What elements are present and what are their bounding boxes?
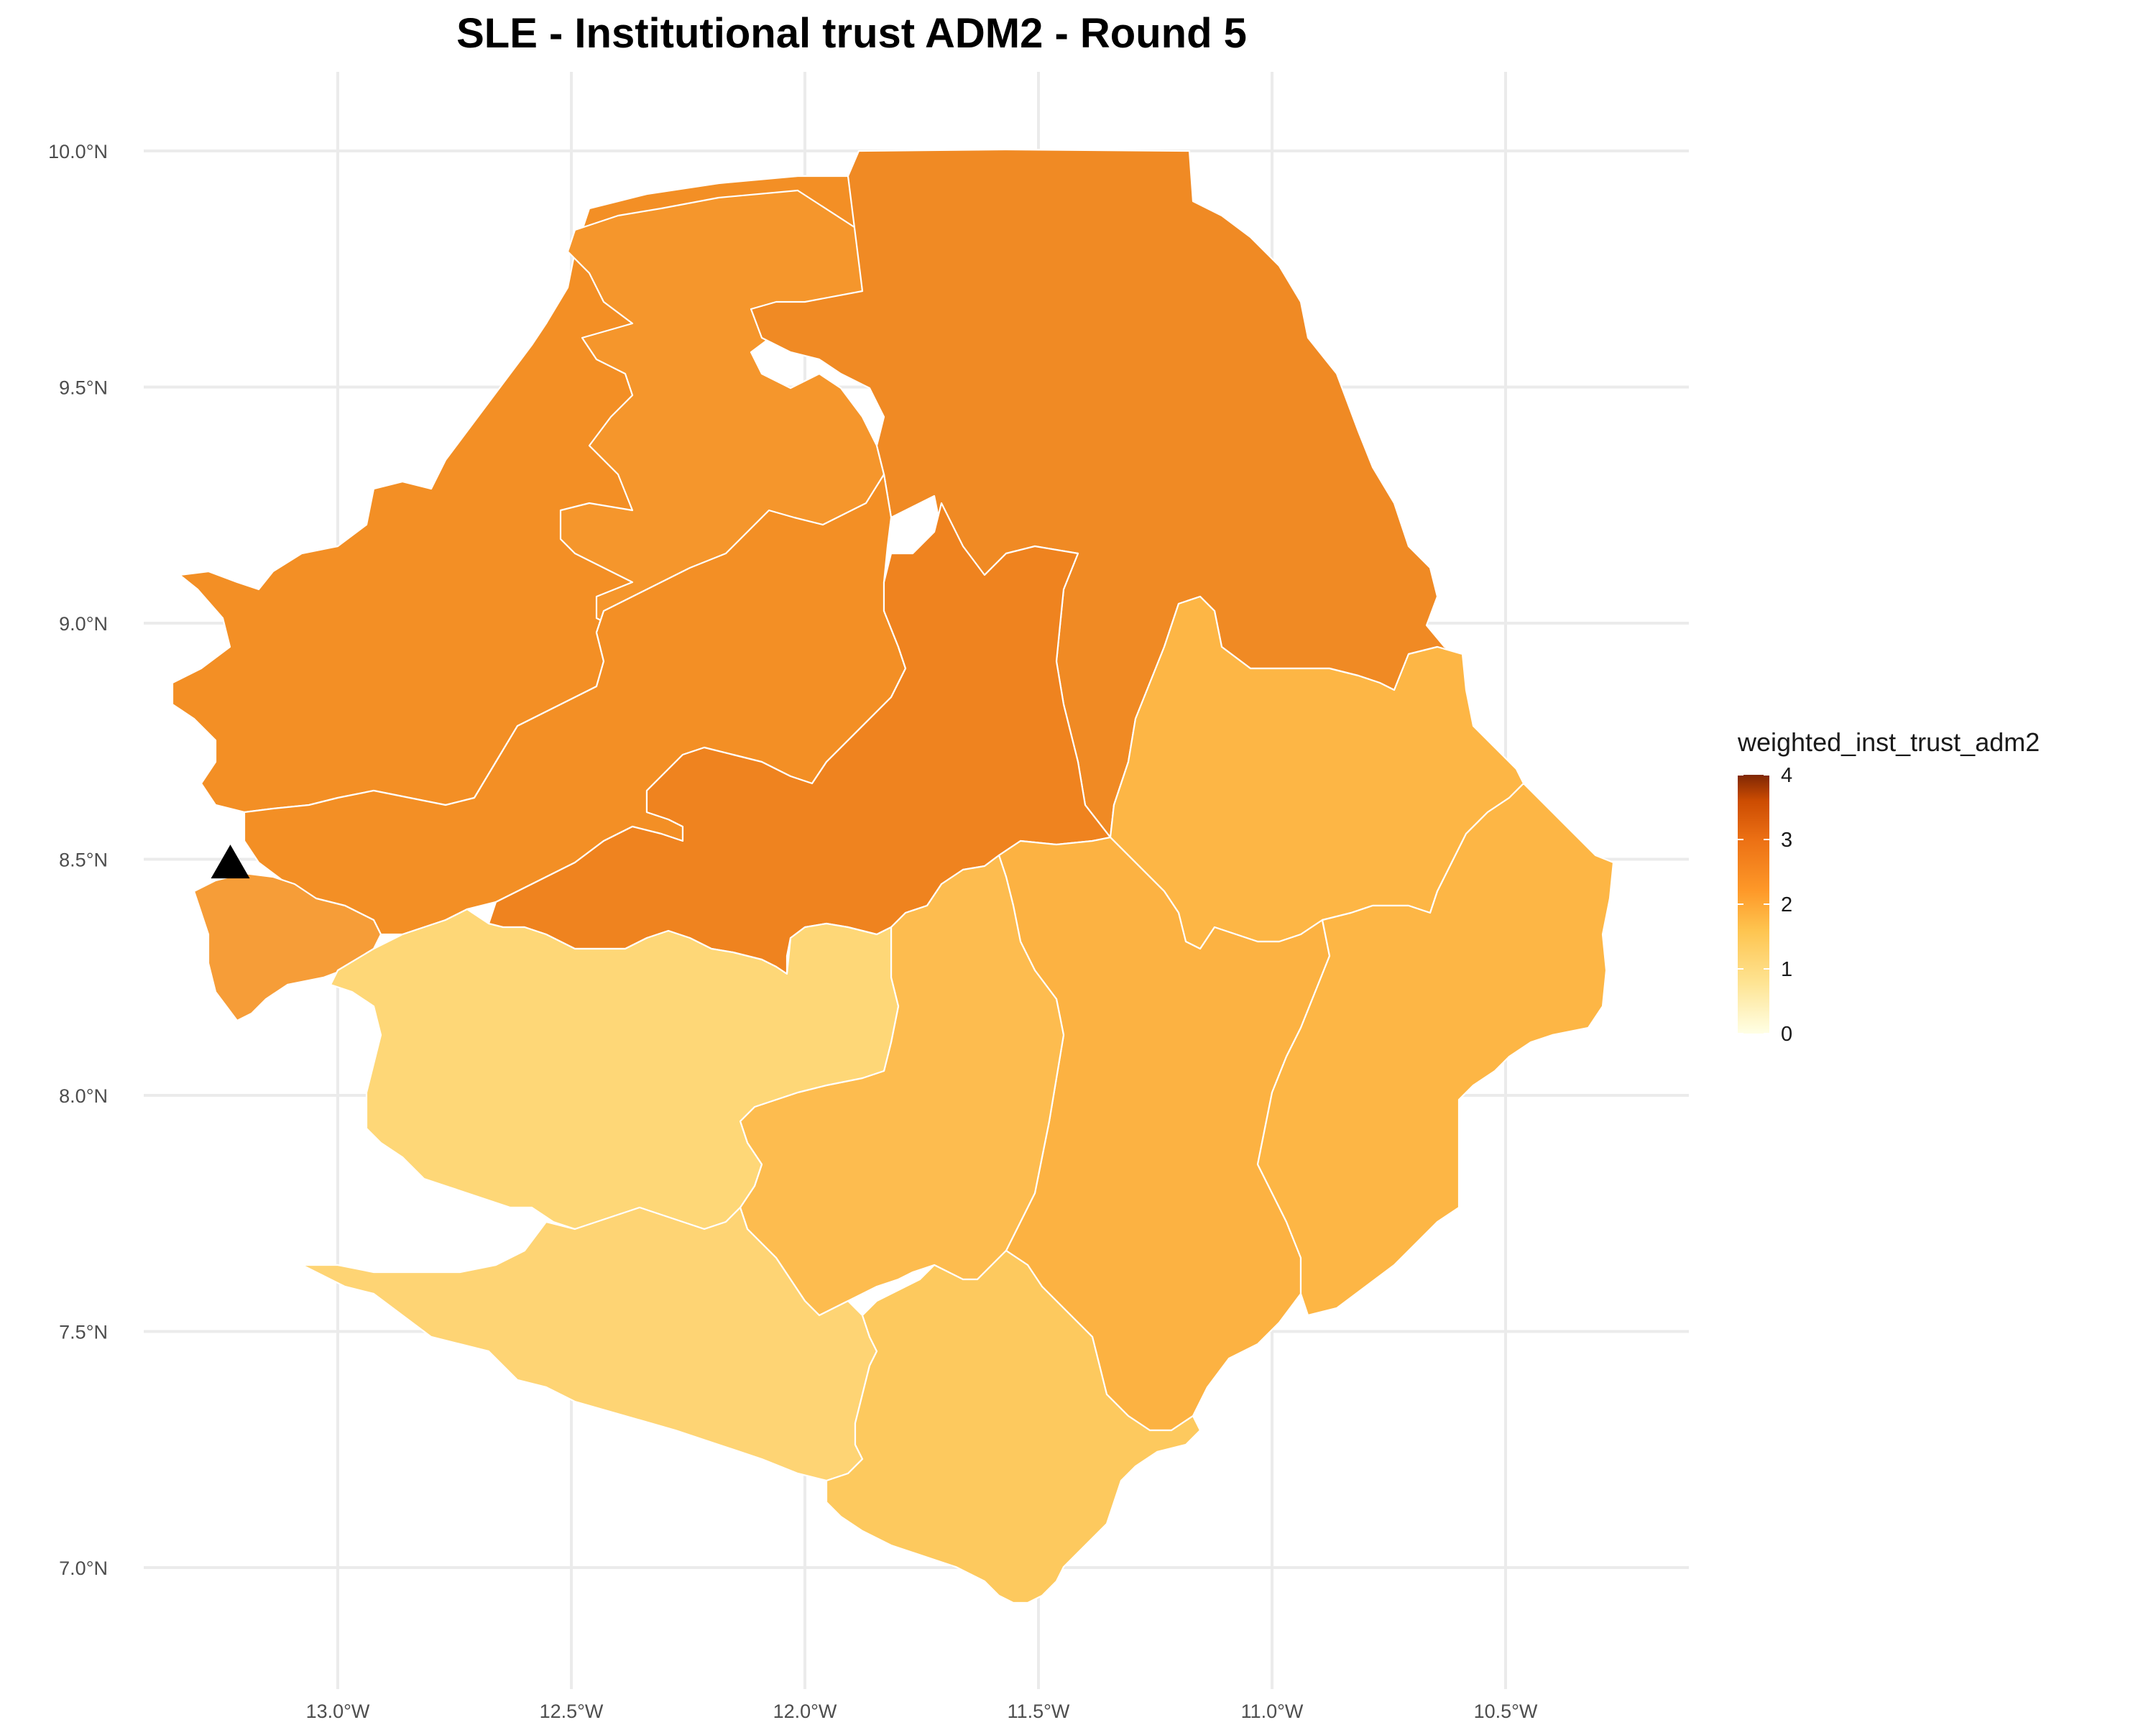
y-tick-label: 7.5°N [59, 1322, 108, 1343]
y-tick-label: 10.0°N [48, 141, 108, 162]
x-tick-label: 12.5°W [540, 1701, 604, 1722]
triangle-marker-icon [211, 845, 250, 879]
legend: weighted_inst_trust_adm2 4 3 2 1 0 [1737, 727, 2040, 1046]
legend-title: weighted_inst_trust_adm2 [1737, 727, 2040, 757]
legend-tick-label: 4 [1781, 764, 1792, 787]
x-tick-label: 11.0°W [1241, 1701, 1304, 1722]
chart-title: SLE - Institutional trust ADM2 - Round 5 [456, 10, 1247, 57]
x-axis-ticks: 13.0°W 12.5°W 12.0°W 11.5°W 11.0°W 10.5°W [306, 1701, 1538, 1722]
x-tick-label: 10.5°W [1474, 1701, 1538, 1722]
legend-tick-label: 3 [1781, 829, 1792, 852]
legend-tick-label: 0 [1781, 1023, 1792, 1046]
region-south-pujehun [825, 1249, 1202, 1604]
y-tick-label: 8.0°N [59, 1085, 108, 1107]
x-tick-label: 13.0°W [306, 1701, 370, 1722]
region-western-area [193, 872, 382, 1022]
y-axis-ticks: 10.0°N 9.5°N 9.0°N 8.5°N 8.0°N 7.5°N 7.0°N [48, 141, 108, 1579]
legend-ticks: 4 3 2 1 0 [1738, 764, 1792, 1046]
y-tick-label: 9.0°N [59, 613, 108, 635]
y-tick-label: 8.5°N [59, 850, 108, 871]
y-tick-label: 9.5°N [59, 377, 108, 399]
location-marker [211, 845, 250, 879]
x-tick-label: 12.0°W [773, 1701, 837, 1722]
region-south-west-moyamba [329, 908, 900, 1230]
region-east-kailahun [1256, 782, 1615, 1317]
map-regions [171, 148, 1615, 1604]
legend-tick-label: 1 [1781, 958, 1792, 981]
x-tick-label: 11.5°W [1008, 1701, 1070, 1722]
legend-tick-label: 2 [1781, 893, 1792, 916]
y-tick-label: 7.0°N [59, 1558, 108, 1579]
